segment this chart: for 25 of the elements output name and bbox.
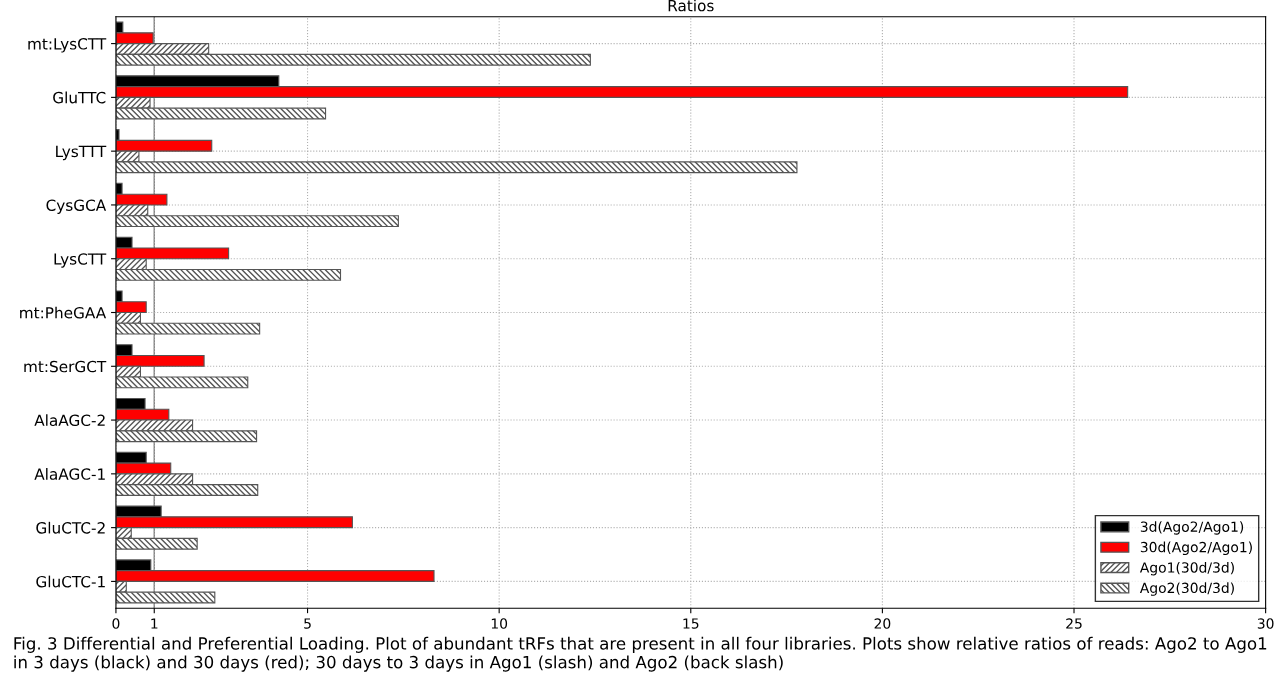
legend-label: Ago2(30d/3d) [1139, 582, 1234, 596]
y-tick-label: GluTTC [53, 91, 106, 104]
y-tick-label: GluCTC-1 [36, 575, 105, 588]
x-tick-label: 0 [112, 618, 120, 629]
y-tick-label: GluCTC-2 [36, 521, 105, 534]
x-tick-label: 30 [1257, 618, 1274, 629]
legend-label: 30d(Ago2/Ago1) [1140, 541, 1252, 556]
y-tick-label: AlaAGC-2 [34, 414, 105, 427]
legend-label: 3d(Ago2/Ago1) [1140, 521, 1244, 535]
caption: Fig. 3 Differential and Preferential Loading. Plot of abundant tRFs that are present in all four libraries. Plots show relative ratios of reads: Ago2 to Ago1 in 3 days (black) and 30 days (red); 30 days to 3 days in Ago1 (slash) and Ago2 (back slash) [14, 636, 1267, 672]
x-tick-label: 15 [683, 618, 699, 629]
y-tick-label: mt:SerGCT [24, 360, 107, 373]
y-tick-label: AlaAGC-1 [34, 468, 105, 480]
x-tick-label: 1 [151, 618, 158, 629]
x-tick-label: 25 [1066, 618, 1082, 629]
chart-title: Ratios [668, 0, 714, 12]
y-tick-label: CysGCA [46, 199, 107, 214]
y-tick-label: mt:PheGAA [20, 306, 107, 319]
x-tick-label: 10 [491, 618, 508, 629]
y-tick-label: LysCTT [54, 253, 107, 268]
y-tick-label: mt:LysCTT [28, 38, 107, 53]
x-tick-label: 5 [304, 618, 311, 629]
x-tick-label: 20 [874, 618, 891, 629]
y-tick-label: LysTTT [56, 145, 107, 161]
legend-label: Ago1(30d/3d) [1139, 561, 1234, 576]
